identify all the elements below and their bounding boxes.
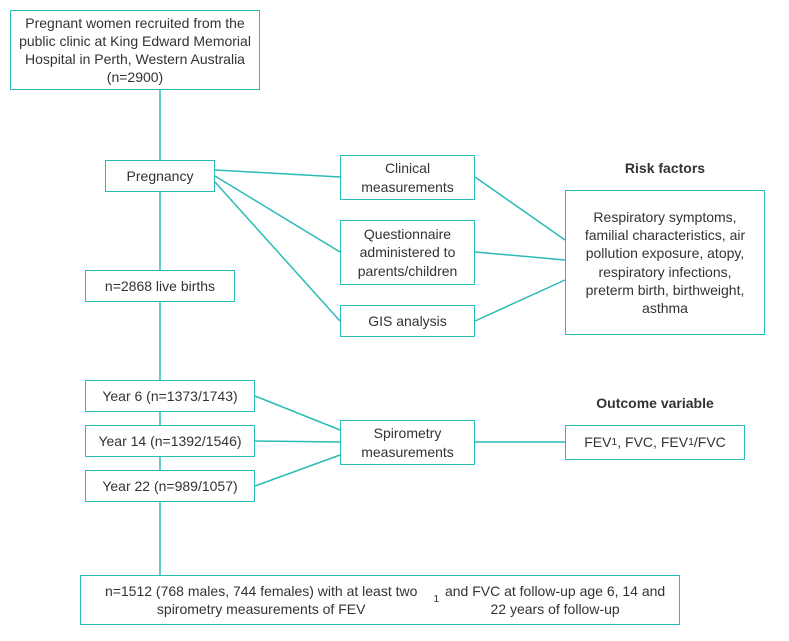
node-year22: Year 22 (n=989/1057) — [85, 470, 255, 502]
edge — [475, 177, 565, 240]
edge — [475, 252, 565, 260]
edge — [215, 170, 340, 177]
node-year6: Year 6 (n=1373/1743) — [85, 380, 255, 412]
node-recruit: Pregnant women recruited from the public… — [10, 10, 260, 90]
edge — [215, 176, 340, 252]
edge — [255, 455, 340, 486]
node-gis: GIS analysis — [340, 305, 475, 337]
node-final: n=1512 (768 males, 744 females) with at … — [80, 575, 680, 625]
node-livebirths: n=2868 live births — [85, 270, 235, 302]
node-outcome_box: FEV1, FVC, FEV1/FVC — [565, 425, 745, 460]
node-year14: Year 14 (n=1392/1546) — [85, 425, 255, 457]
flowchart-canvas: Pregnant women recruited from the public… — [0, 0, 789, 641]
label-riskfactors: Risk factors — [590, 160, 740, 176]
node-spirometry: Spirometry measurements — [340, 420, 475, 465]
edge — [475, 280, 565, 321]
edge — [255, 396, 340, 430]
edge — [255, 441, 340, 442]
node-pregnancy: Pregnancy — [105, 160, 215, 192]
node-clinical: Clinical measurements — [340, 155, 475, 200]
node-questionnaire: Questionnaire administered to parents/ch… — [340, 220, 475, 285]
label-outcome: Outcome variable — [570, 395, 740, 411]
node-riskfactors_box: Respiratory symptoms, familial character… — [565, 190, 765, 335]
